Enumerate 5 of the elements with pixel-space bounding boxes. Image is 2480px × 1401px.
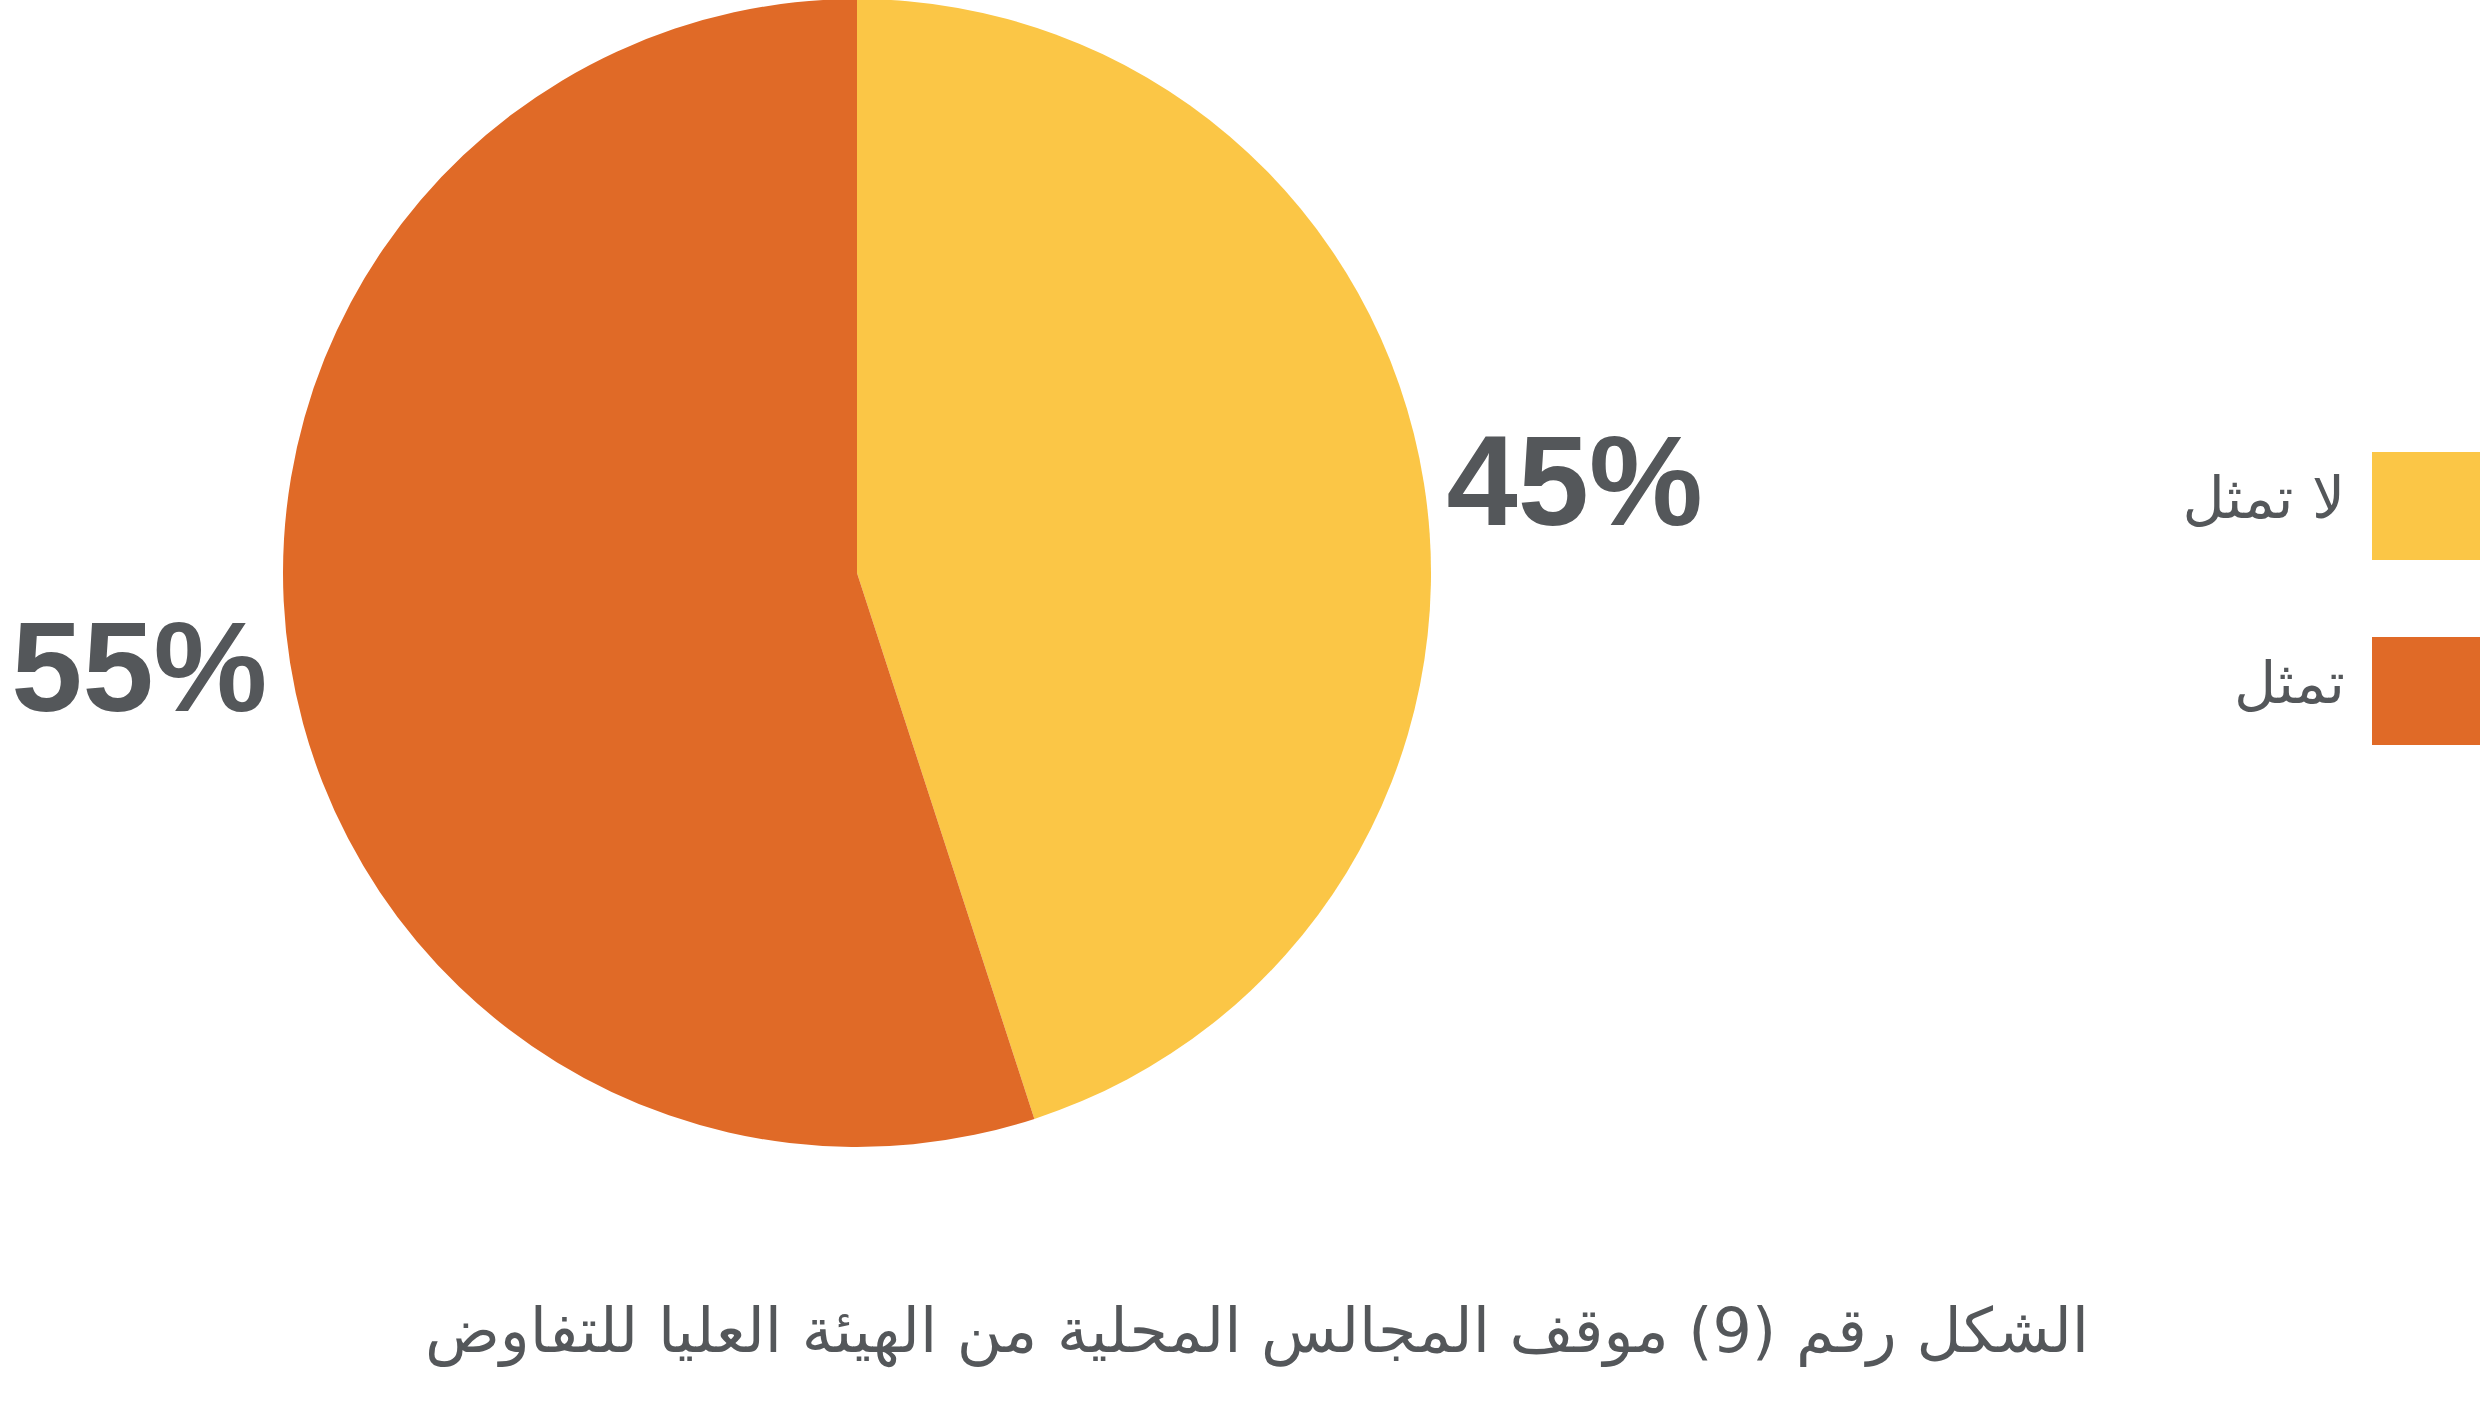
data-label: 55% — [11, 595, 268, 739]
data-label: 45% — [1446, 408, 1703, 552]
legend-label: لا تمثل — [2182, 464, 2345, 532]
legend-label: تمثل — [2233, 649, 2345, 717]
text: الشكل رقم (9) موقف المجالس المحلية من الهيئة العليا للتفاوض — [424, 1294, 2090, 1368]
